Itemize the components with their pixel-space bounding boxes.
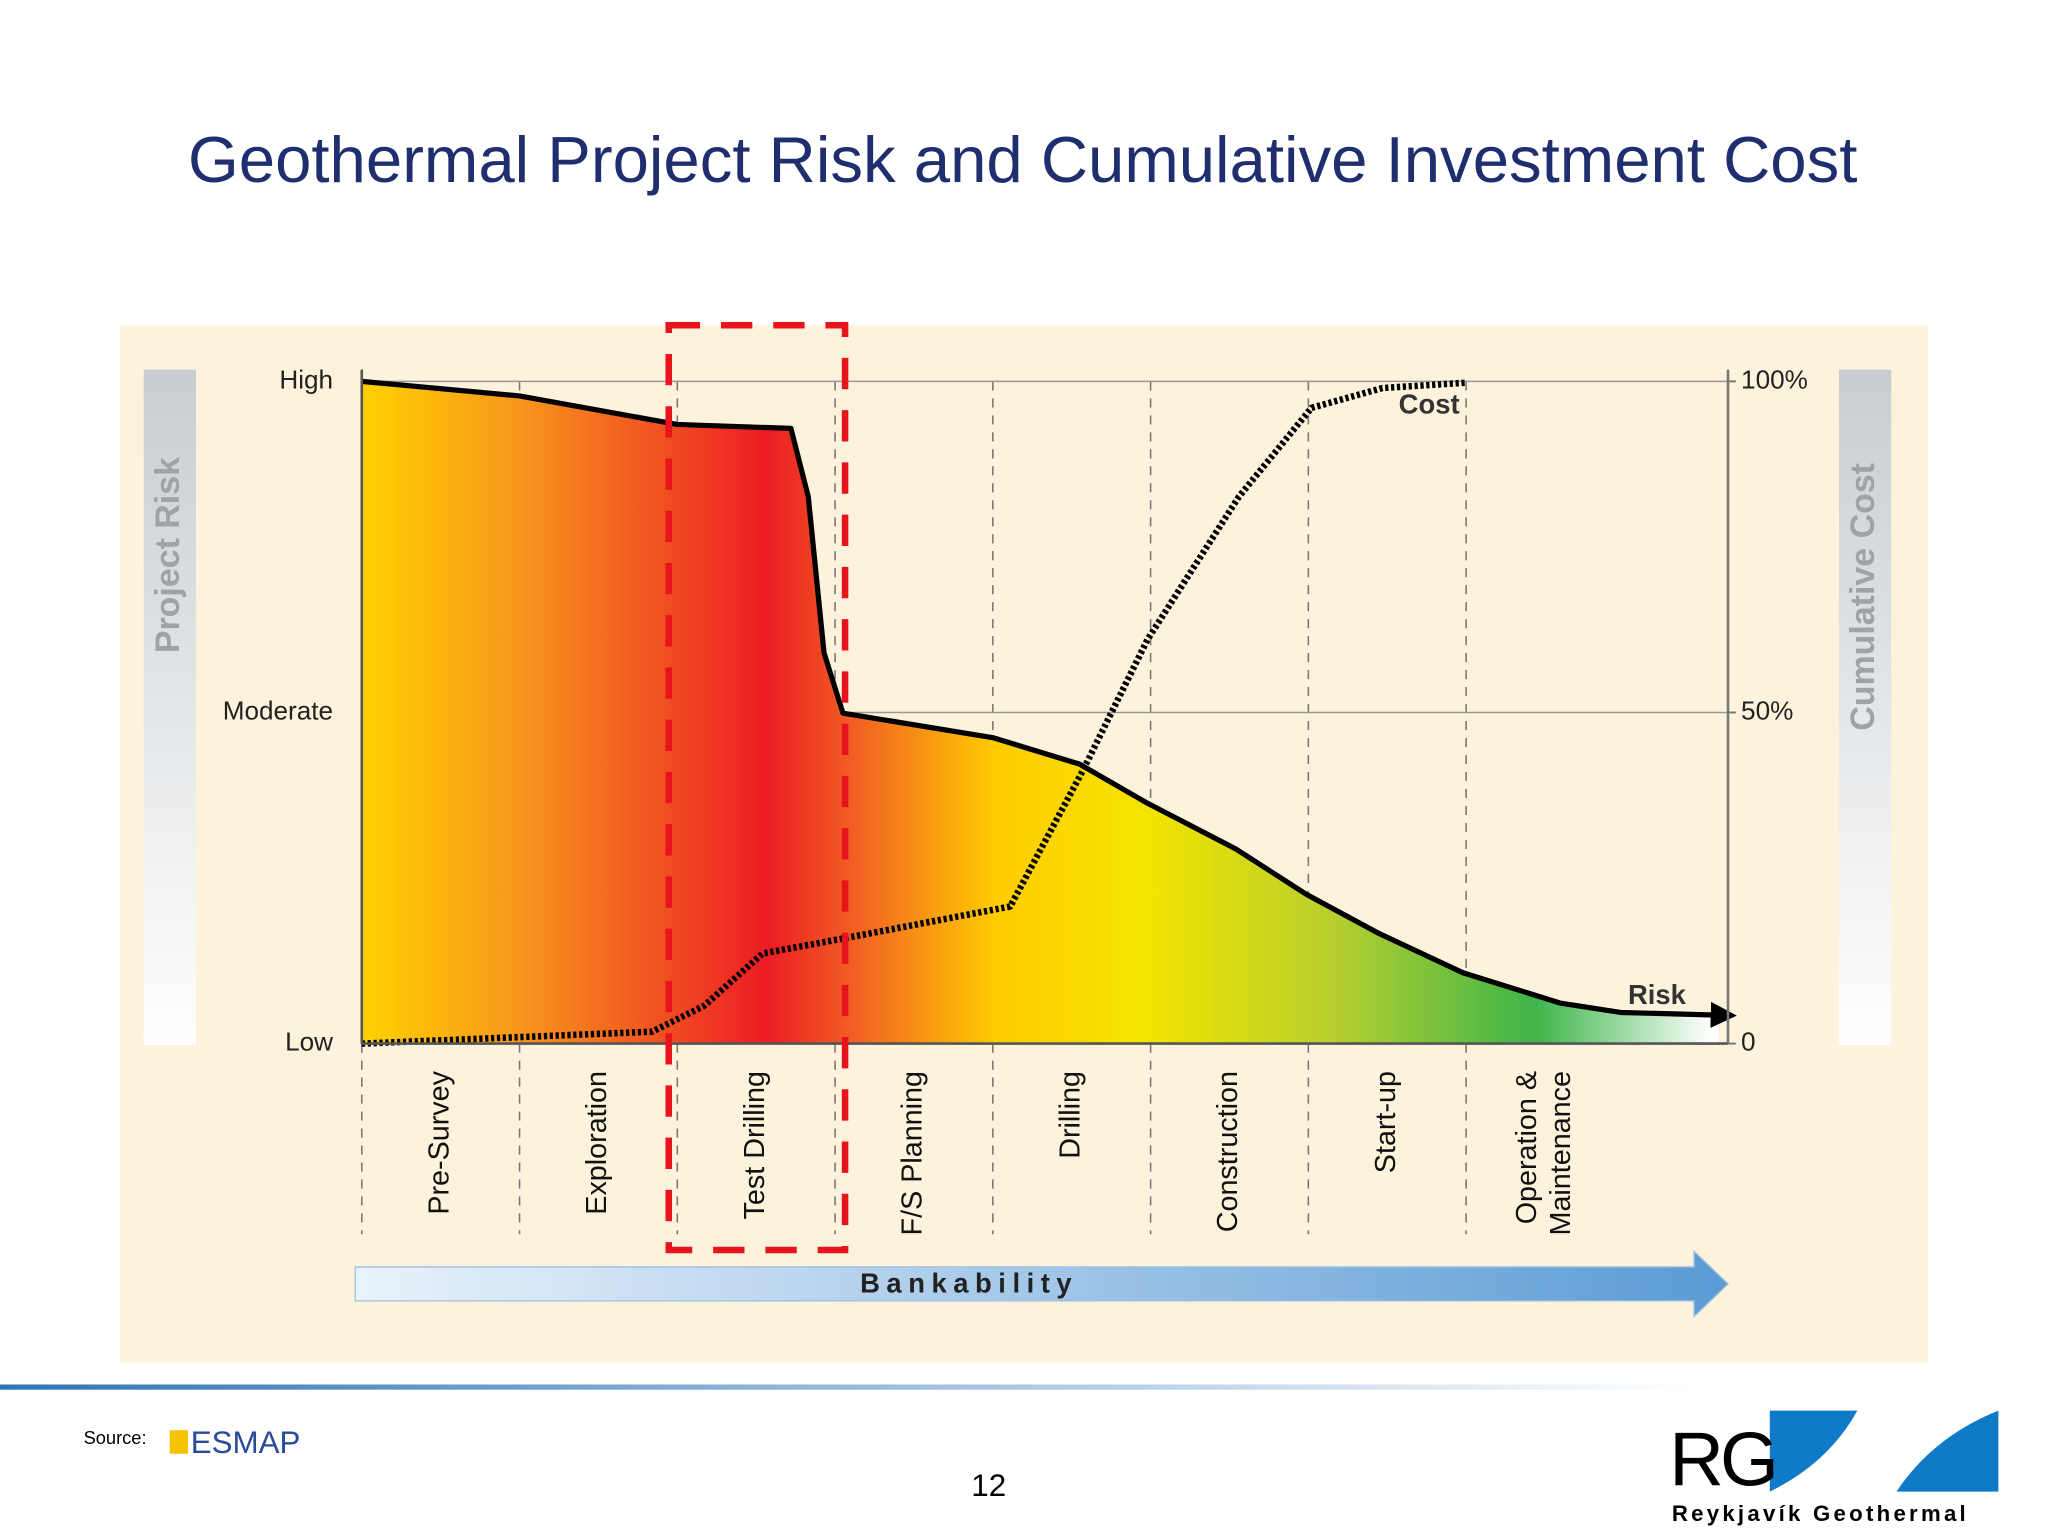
y-tick-label: Moderate <box>223 695 333 725</box>
risk-area <box>361 381 1719 1044</box>
category-label: Operation &Maintenance <box>1511 1071 1577 1235</box>
rg-logo-shape <box>1769 1410 1858 1492</box>
cost-line <box>361 379 1467 1047</box>
plot: Low Moderate High 0 50% 100% Risk Cost Pre-Surve… <box>223 364 1808 1235</box>
category-label: Test Drilling <box>739 1071 771 1219</box>
y2-tick-label: 100% <box>1741 364 1808 394</box>
source-logo: ESMAP <box>191 1425 301 1460</box>
company-name: Reykjavík Geothermal <box>1672 1501 1969 1526</box>
category-label-line: Maintenance <box>1545 1071 1577 1235</box>
y2-axis-label: Cumulative Cost <box>1844 463 1882 731</box>
category-label-line: Operation & <box>1511 1071 1543 1224</box>
category-label: Start-up <box>1370 1071 1402 1173</box>
y2-label-bar <box>1839 369 1892 1045</box>
category-label: F/S Planning <box>897 1071 929 1235</box>
y2-tick-label: 50% <box>1741 695 1793 725</box>
y-label-bar <box>143 369 196 1045</box>
y2-tick-label: 0 <box>1741 1026 1756 1056</box>
category-label: Pre-Survey <box>423 1070 455 1214</box>
esmap-mark <box>169 1430 189 1454</box>
source-label: Source: <box>84 1427 147 1448</box>
y-axis-label: Project Risk <box>149 457 187 653</box>
risk-line <box>361 378 1737 1028</box>
rg-logo-text: RG <box>1669 1417 1775 1502</box>
y-tick-label: Low <box>285 1026 333 1056</box>
category-label: Construction <box>1212 1071 1244 1232</box>
bankability-label: Bankability <box>860 1267 1078 1298</box>
category-label: Drilling <box>1054 1071 1086 1159</box>
series-label: Risk <box>1628 979 1687 1010</box>
y-tick-label: High <box>279 364 333 394</box>
slide-title: Geothermal Project Risk and Cumulative I… <box>188 123 1857 196</box>
page-number: 12 <box>971 1468 1006 1503</box>
series-label: Cost <box>1399 388 1460 419</box>
category-label: Exploration <box>581 1071 613 1215</box>
rg-logo-shape <box>1896 1410 1999 1492</box>
bankability-arrow <box>354 1249 1729 1319</box>
highlight-box <box>665 321 849 1254</box>
footer-line <box>0 1384 1698 1390</box>
